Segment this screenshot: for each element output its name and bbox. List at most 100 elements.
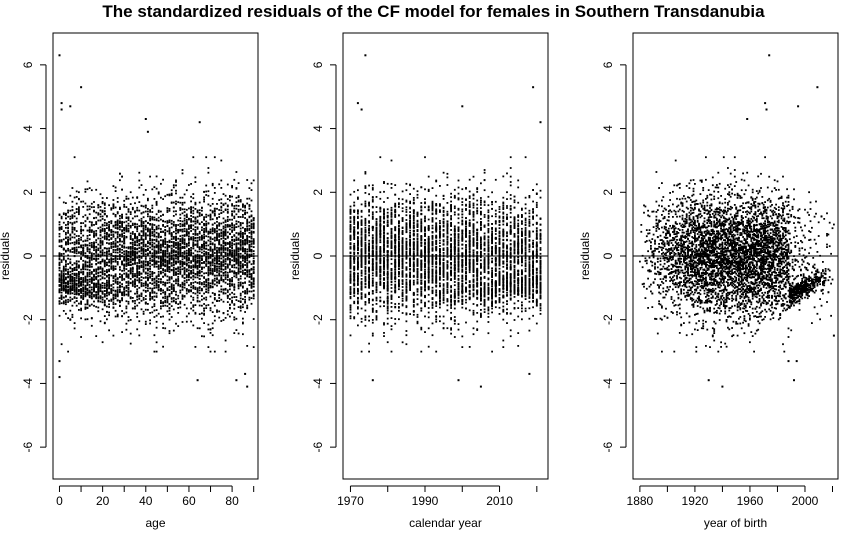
data-point xyxy=(190,215,192,217)
data-point xyxy=(175,247,177,249)
data-point xyxy=(203,218,205,220)
data-point xyxy=(125,213,128,216)
data-point xyxy=(220,253,223,256)
data-point xyxy=(248,231,251,234)
data-point xyxy=(71,217,74,219)
data-point xyxy=(242,333,244,336)
data-point xyxy=(123,256,126,259)
data-point xyxy=(136,237,139,239)
data-point xyxy=(226,248,229,250)
data-point xyxy=(116,235,119,238)
data-point xyxy=(353,287,356,290)
data-point xyxy=(114,256,117,259)
data-point xyxy=(226,301,229,303)
data-point xyxy=(172,257,175,260)
data-point xyxy=(201,245,203,248)
data-point xyxy=(183,219,186,222)
y-tick-label: -4 xyxy=(21,378,35,389)
data-point xyxy=(239,236,242,238)
data-point xyxy=(155,282,158,285)
data-point xyxy=(205,220,208,223)
data-point xyxy=(134,234,136,237)
data-point xyxy=(211,273,214,276)
data-point xyxy=(88,263,91,266)
data-point xyxy=(119,273,121,275)
data-point xyxy=(144,320,147,323)
data-point xyxy=(224,350,227,353)
data-point xyxy=(103,270,106,273)
data-point xyxy=(185,276,188,279)
data-point xyxy=(170,234,173,236)
data-point xyxy=(213,214,216,217)
data-point xyxy=(192,281,195,284)
data-point xyxy=(181,246,184,248)
data-point xyxy=(121,294,123,297)
data-point xyxy=(175,271,177,274)
data-point xyxy=(119,243,121,246)
data-point xyxy=(65,231,67,234)
data-point xyxy=(168,240,171,242)
data-point xyxy=(222,239,225,242)
data-point xyxy=(162,225,164,227)
data-point xyxy=(121,229,123,232)
data-point xyxy=(106,235,108,238)
data-point xyxy=(67,221,69,223)
data-point xyxy=(93,284,95,287)
data-point xyxy=(239,222,242,224)
data-point xyxy=(218,282,221,285)
data-point xyxy=(110,266,113,269)
data-point xyxy=(131,266,134,269)
data-point xyxy=(353,201,356,204)
data-point xyxy=(149,282,151,284)
data-point xyxy=(86,318,89,321)
data-point xyxy=(198,292,201,295)
data-point xyxy=(175,298,177,301)
data-point xyxy=(166,266,169,268)
data-point xyxy=(196,221,199,224)
data-point xyxy=(218,224,221,227)
data-point xyxy=(207,235,210,238)
data-point xyxy=(188,258,190,261)
data-point xyxy=(224,247,227,250)
data-point xyxy=(71,264,74,266)
data-point xyxy=(224,238,227,240)
data-point xyxy=(203,224,205,227)
data-point xyxy=(134,283,136,285)
data-point xyxy=(90,293,93,296)
data-point xyxy=(168,259,171,262)
data-point xyxy=(250,182,253,185)
data-point xyxy=(353,291,356,294)
data-point xyxy=(86,208,89,211)
data-point xyxy=(205,296,208,299)
data-point xyxy=(194,281,197,283)
data-point xyxy=(166,244,169,246)
data-point xyxy=(86,275,89,278)
data-point xyxy=(97,293,100,296)
data-point xyxy=(116,211,119,213)
data-point xyxy=(239,284,242,287)
data-point xyxy=(157,264,160,267)
data-point xyxy=(224,258,227,260)
data-point xyxy=(129,272,132,275)
data-point xyxy=(71,288,74,290)
data-point xyxy=(183,280,186,282)
data-point xyxy=(73,212,76,215)
data-point xyxy=(185,275,188,278)
data-point xyxy=(58,245,61,248)
data-point xyxy=(252,346,255,348)
data-point xyxy=(162,178,164,181)
data-point xyxy=(93,288,95,290)
data-point xyxy=(62,302,65,305)
data-point xyxy=(60,228,63,230)
data-point xyxy=(157,275,160,277)
data-point xyxy=(71,292,74,295)
data-point xyxy=(175,280,177,282)
data-point xyxy=(222,280,225,283)
data-point xyxy=(213,187,216,189)
data-point xyxy=(144,282,147,284)
data-point xyxy=(97,204,100,206)
data-point xyxy=(166,282,169,284)
data-point xyxy=(349,224,352,226)
data-point xyxy=(209,216,212,219)
data-point xyxy=(213,267,216,270)
